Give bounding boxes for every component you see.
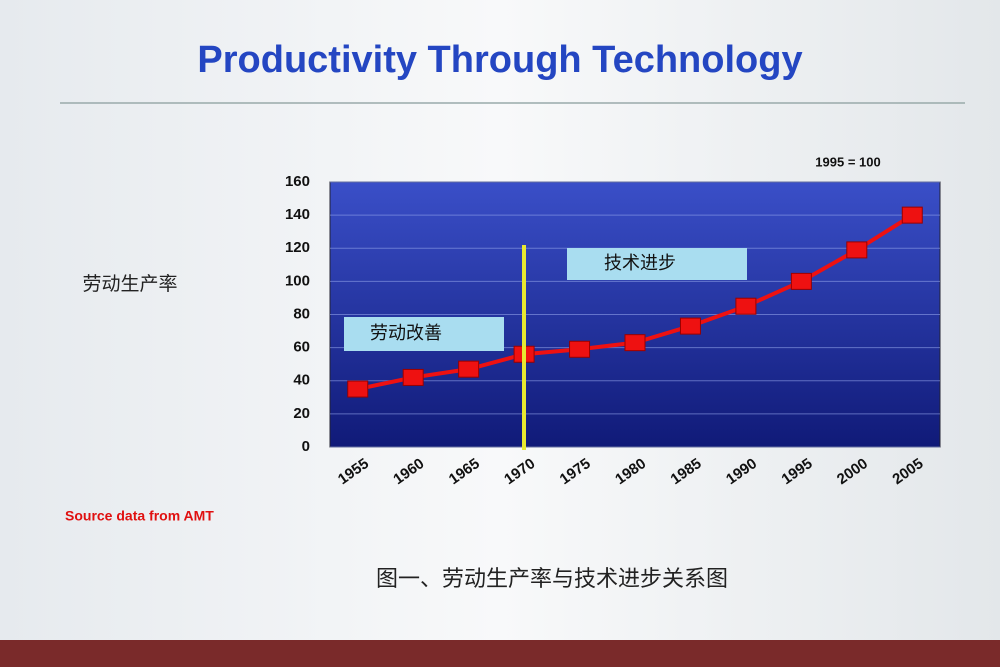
y-tick-label: 40	[293, 372, 310, 389]
y-axis-label: 劳动生产率	[82, 273, 177, 295]
point	[679, 317, 701, 335]
annotation-box	[344, 317, 504, 351]
point	[846, 241, 868, 259]
point	[569, 340, 591, 358]
chart-title: Productivity Through Technology	[197, 39, 802, 81]
caption: 图一、劳动生产率与技术进步关系图	[376, 566, 728, 591]
point	[458, 360, 480, 378]
point	[347, 380, 369, 398]
y-tick-label: 60	[293, 339, 310, 356]
y-tick-label: 100	[285, 272, 310, 289]
point	[790, 272, 812, 290]
point	[901, 206, 923, 224]
annotation: 技术进步	[604, 253, 676, 273]
source: Source data from AMT	[65, 508, 214, 524]
note: 1995 = 100	[815, 154, 880, 169]
y-tick-label: 20	[293, 405, 310, 422]
y-tick-label: 0	[302, 438, 310, 455]
point	[402, 368, 424, 386]
point	[624, 334, 646, 352]
y-tick-label: 80	[293, 305, 310, 322]
point	[735, 297, 757, 315]
y-tick-label: 120	[285, 239, 310, 256]
y-tick-label: 160	[285, 173, 310, 190]
y-tick-label: 140	[285, 206, 310, 223]
floor	[0, 640, 1000, 667]
annotation-box	[567, 248, 747, 280]
annotation: 劳动改善	[370, 323, 442, 343]
